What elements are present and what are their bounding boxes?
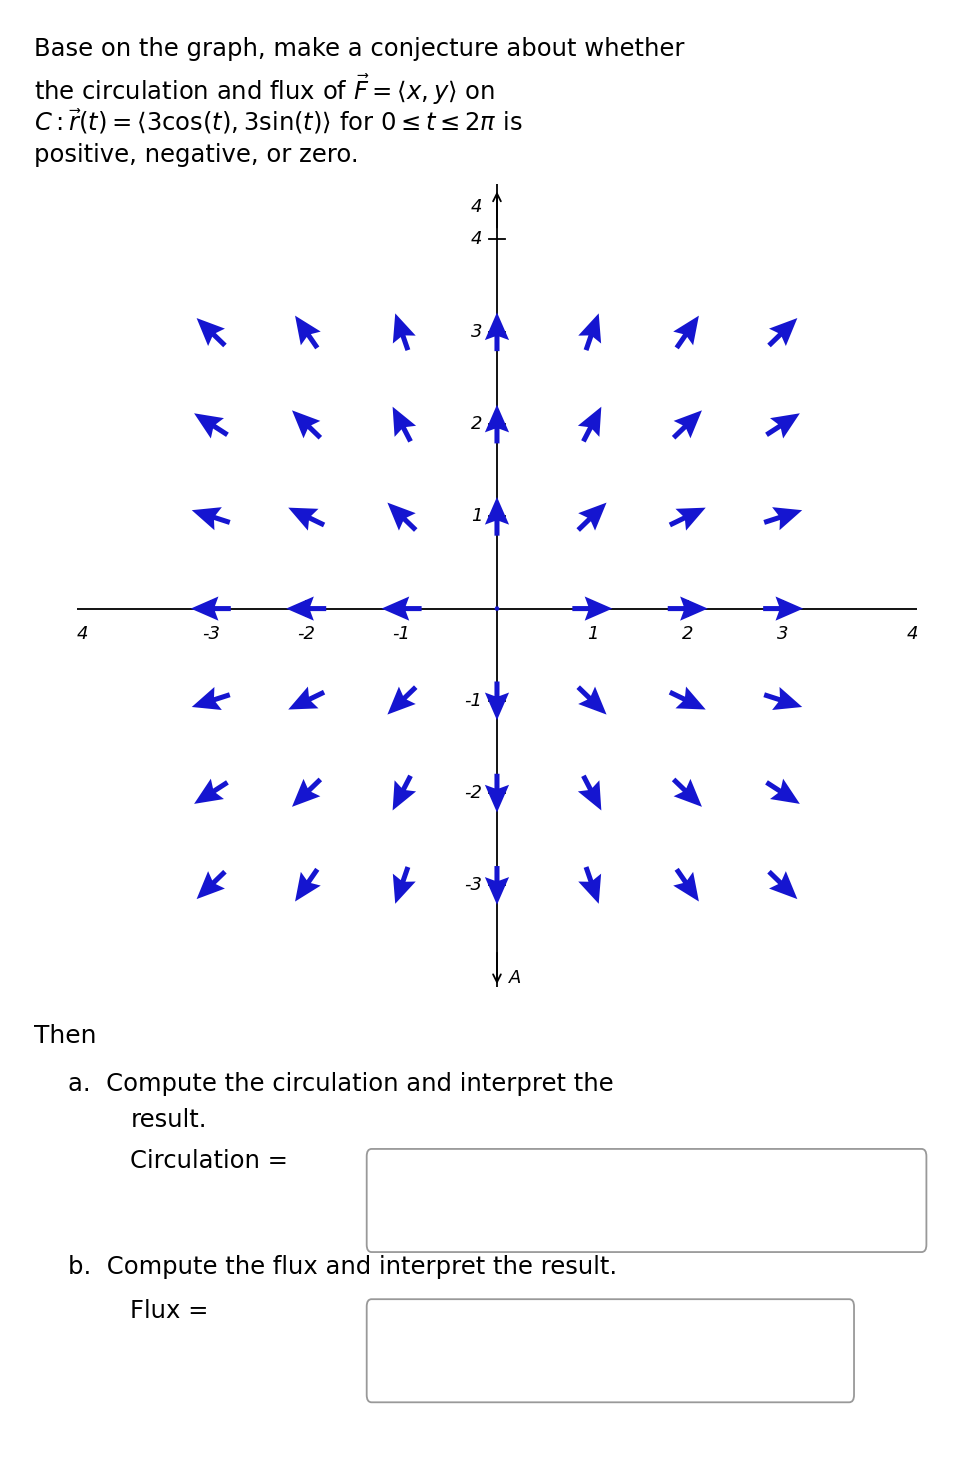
Text: the circulation and flux of $\vec{F} = \langle x, y\rangle$ on: the circulation and flux of $\vec{F} = \… [34,72,495,108]
Text: 4: 4 [906,625,918,644]
Text: 2: 2 [471,415,482,433]
Text: 4: 4 [471,199,482,217]
Text: positive, negative, or zero.: positive, negative, or zero. [34,143,358,166]
Text: -2: -2 [465,784,482,803]
Text: Base on the graph, make a conjecture about whether: Base on the graph, make a conjecture abo… [34,37,684,60]
Text: 3: 3 [778,625,789,644]
Text: 4: 4 [471,230,482,249]
Text: 1: 1 [587,625,598,644]
Text: Circulation =: Circulation = [130,1149,296,1173]
Text: 3: 3 [471,323,482,340]
Text: -1: -1 [393,625,410,644]
Text: -1: -1 [465,692,482,710]
Text: $\mathit{A}$: $\mathit{A}$ [509,969,522,987]
Text: Then: Then [34,1024,96,1047]
Text: b.  Compute the flux and interpret the result.: b. Compute the flux and interpret the re… [68,1255,617,1279]
Text: 4: 4 [76,625,88,644]
Text: -3: -3 [202,625,220,644]
Text: result.: result. [130,1108,207,1131]
Text: a.  Compute the circulation and interpret the: a. Compute the circulation and interpret… [68,1072,613,1096]
Text: Flux =: Flux = [130,1299,216,1323]
Text: -3: -3 [465,876,482,894]
Text: -2: -2 [297,625,316,644]
Text: $C : \vec{r}(t) = \langle 3\cos(t), 3\sin(t)\rangle$ for $0 \leq t \leq 2\pi$ is: $C : \vec{r}(t) = \langle 3\cos(t), 3\si… [34,108,522,137]
Text: 2: 2 [682,625,694,644]
Text: 1: 1 [471,507,482,526]
